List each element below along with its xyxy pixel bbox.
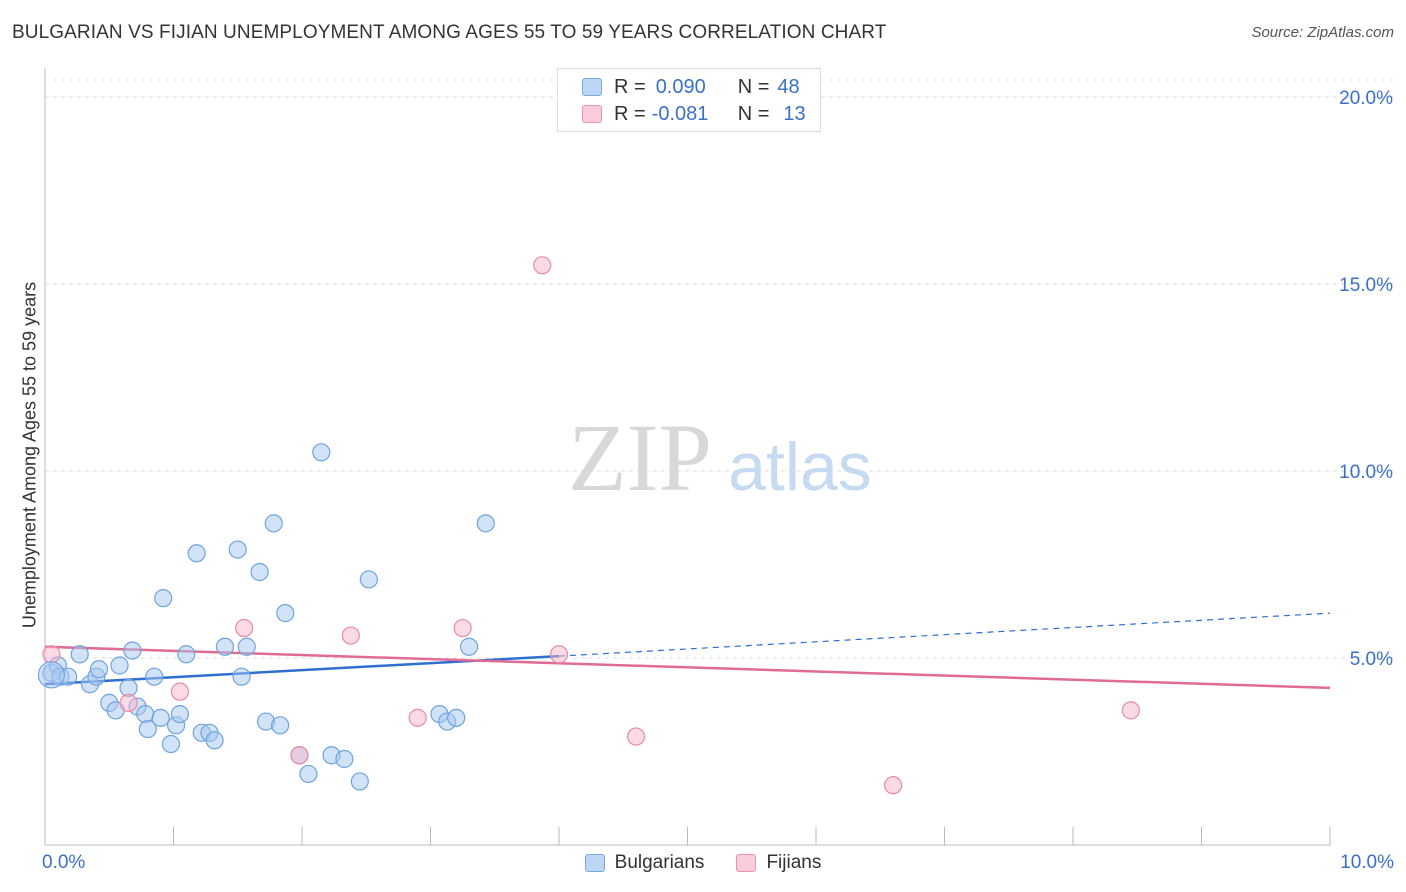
data-points — [37, 256, 1140, 795]
trendline-fijians — [44, 645, 1331, 690]
y-tick-label-2: 15.0% — [1339, 275, 1393, 296]
point-bulgarians-22 — [177, 645, 196, 664]
point-bulgarians-45 — [447, 708, 466, 727]
trendline-extension-bulgarians — [558, 612, 1331, 657]
point-bulgarians-17 — [151, 708, 170, 727]
watermark: ZIP atlas — [568, 404, 872, 511]
r-value: -0.081 — [651, 102, 709, 125]
r-label: R = — [614, 75, 646, 98]
point-fijians-6 — [408, 708, 427, 727]
point-bulgarians-29 — [232, 667, 251, 686]
y-tick-label-0: 5.0% — [1350, 649, 1393, 670]
bulgarians-swatch — [582, 78, 602, 96]
r-label: R = — [614, 102, 646, 125]
point-fijians-10 — [626, 727, 646, 746]
point-bulgarians-47 — [476, 514, 495, 533]
point-fijians-5 — [341, 626, 360, 645]
point-fijians-9 — [549, 645, 569, 664]
y-tick-label-3: 20.0% — [1339, 88, 1393, 109]
point-fijians-12 — [1121, 701, 1140, 720]
x-tick-label-max: 10.0% — [1340, 852, 1394, 873]
point-bulgarians-46 — [459, 637, 479, 656]
n-label: N = — [737, 102, 770, 125]
legend-item-fijians[interactable]: Fijians — [736, 852, 821, 874]
point-bulgarians-15 — [138, 719, 157, 739]
fijians-legend-label: Fijians — [766, 852, 822, 873]
point-bulgarians-33 — [264, 514, 283, 533]
point-fijians-4 — [290, 746, 309, 765]
point-bulgarians-37 — [299, 764, 318, 784]
legend-row-fijians: R = -0.081 N = 13 — [582, 101, 806, 127]
point-bulgarians-27 — [215, 637, 234, 656]
point-bulgarians-21 — [170, 704, 190, 724]
point-bulgarians-38 — [312, 443, 331, 462]
point-bulgarians-19 — [161, 734, 181, 754]
point-bulgarians-large — [37, 661, 66, 689]
y-tick-label-1: 10.0% — [1339, 462, 1393, 483]
n-value: 13 — [783, 102, 806, 125]
point-bulgarians-14 — [136, 704, 155, 724]
point-fijians-2 — [170, 682, 190, 701]
point-bulgarians-31 — [250, 562, 269, 582]
point-bulgarians-28 — [228, 540, 247, 559]
point-bulgarians-35 — [276, 604, 295, 623]
y-tick-labels: 5.0% 10.0% 15.0% 20.0% — [1339, 88, 1393, 670]
source-label: Source: ZipAtlas.com — [1251, 24, 1394, 41]
legend-item-bulgarians[interactable]: Bulgarians — [584, 852, 705, 874]
x-tick-label-min: 0.0% — [42, 852, 86, 873]
bulgarians-legend-swatch — [584, 854, 605, 872]
series-legend: Bulgarians Fijians — [0, 852, 1406, 874]
point-fijians-3 — [235, 618, 254, 638]
point-bulgarians-40 — [335, 749, 354, 769]
r-value: 0.090 — [655, 75, 706, 98]
point-bulgarians-26 — [205, 731, 224, 750]
n-label: N = — [737, 75, 770, 98]
watermark-atlas: atlas — [728, 429, 872, 505]
axes — [44, 68, 1331, 846]
legend-row-bulgarians: R = 0.090 N = 48 — [582, 74, 800, 100]
point-bulgarians-12 — [123, 641, 142, 660]
correlation-legend: R = 0.090 N = 48 R = -0.081 N = 13 — [557, 68, 821, 132]
fijians-legend-swatch — [736, 854, 757, 872]
point-bulgarians-16 — [145, 667, 164, 686]
point-fijians-0 — [42, 645, 61, 664]
point-fijians-1 — [119, 693, 138, 712]
point-bulgarians-30 — [237, 637, 256, 656]
bulgarians-legend-label: Bulgarians — [614, 852, 705, 873]
chart-title: BULGARIAN VS FIJIAN UNEMPLOYMENT AMONG A… — [12, 22, 887, 43]
point-bulgarians-23 — [187, 544, 206, 563]
fijians-swatch — [582, 105, 602, 123]
point-bulgarians-34 — [271, 716, 290, 735]
y-axis-title: Unemployment Among Ages 55 to 59 years — [19, 281, 40, 629]
gridlines — [45, 79, 1393, 659]
n-value: 48 — [777, 75, 800, 98]
point-bulgarians-42 — [359, 570, 378, 589]
point-fijians-7 — [453, 618, 472, 638]
point-fijians-11 — [883, 776, 903, 795]
point-bulgarians-4 — [70, 645, 89, 664]
point-bulgarians-10 — [110, 656, 129, 675]
point-bulgarians-18 — [154, 589, 173, 608]
point-bulgarians-41 — [350, 772, 369, 791]
watermark-zip: ZIP — [568, 404, 712, 511]
point-fijians-8 — [533, 256, 552, 275]
point-bulgarians-7 — [89, 660, 109, 679]
